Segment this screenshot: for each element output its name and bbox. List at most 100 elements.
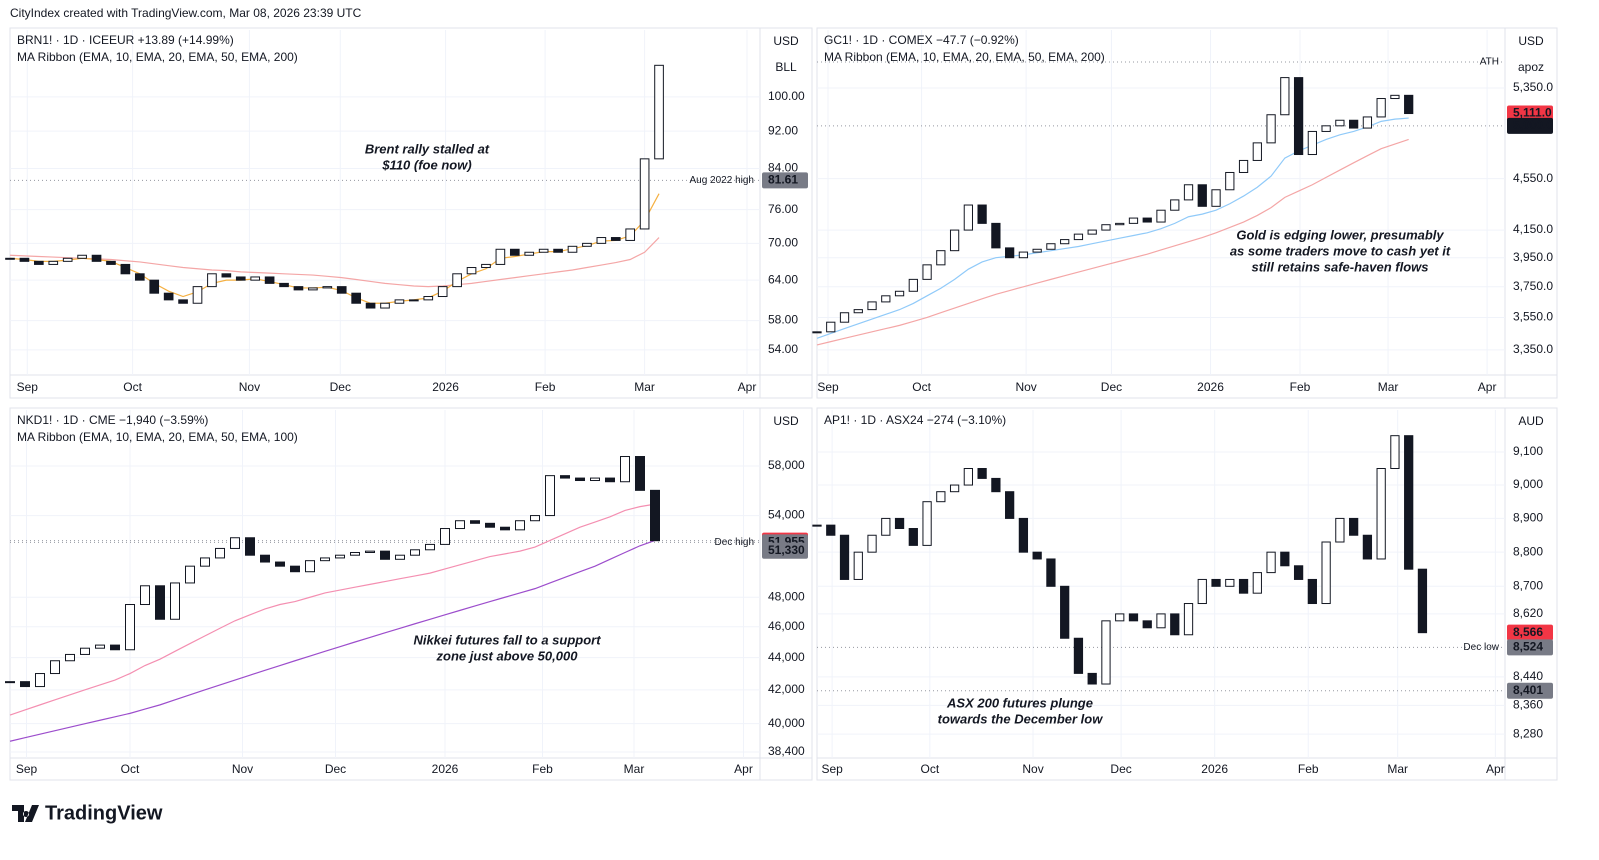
level-label: Dec high bbox=[715, 537, 754, 548]
x-tick-label: Nov bbox=[239, 380, 260, 394]
candle bbox=[1335, 517, 1345, 543]
candle bbox=[1307, 578, 1317, 605]
x-tick-label: 2026 bbox=[432, 380, 459, 394]
candle bbox=[1046, 558, 1056, 587]
x-tick-label: Nov bbox=[1015, 380, 1036, 394]
unit-label: AUD bbox=[1518, 414, 1544, 428]
chart-subtitle: MA Ribbon (EMA, 10, EMA, 20, EMA, 50, EM… bbox=[17, 430, 298, 444]
candle bbox=[207, 273, 217, 288]
candle bbox=[134, 273, 145, 281]
y-tick-label: 9,100 bbox=[1513, 444, 1543, 458]
chart-panel: Sep Oct Nov Dec 2026 Feb Mar Apr 8,280 8,360 8,440… bbox=[812, 407, 1558, 781]
candle bbox=[1238, 159, 1249, 173]
candle bbox=[530, 515, 540, 522]
x-tick-label: Apr bbox=[1486, 762, 1505, 776]
annotation: Nikkei futures fall to a support bbox=[413, 632, 601, 647]
y-tick-label: 70.00 bbox=[768, 236, 798, 250]
unit-label: USD bbox=[773, 34, 799, 48]
unit-label: USD bbox=[773, 414, 799, 428]
candle bbox=[250, 276, 261, 281]
candle bbox=[200, 557, 210, 567]
x-tick-label: 2026 bbox=[1197, 380, 1224, 394]
candle bbox=[155, 585, 165, 620]
price-label: 8,524 bbox=[1513, 640, 1543, 654]
x-tick-label: Sep bbox=[817, 380, 839, 394]
candle bbox=[290, 565, 300, 573]
x-tick-label: Nov bbox=[232, 762, 253, 776]
candle bbox=[881, 517, 891, 536]
candle bbox=[20, 681, 30, 688]
candle bbox=[140, 585, 150, 606]
brand: TradingView bbox=[45, 802, 163, 824]
y-tick-label: 8,700 bbox=[1513, 578, 1543, 592]
candle bbox=[881, 295, 891, 303]
candle bbox=[485, 522, 495, 528]
candle bbox=[1293, 77, 1304, 156]
candle bbox=[949, 484, 960, 493]
chart-title: NKD1! · 1D · CME −1,940 (−3.59%) bbox=[17, 413, 208, 427]
y-tick-label: 8,280 bbox=[1513, 726, 1543, 740]
annotation: ASX 200 futures plunge bbox=[946, 695, 1093, 710]
y-tick-label: 92.00 bbox=[768, 123, 798, 137]
price-label-box bbox=[1507, 624, 1553, 641]
chart-title: GC1! · 1D · COMEX −47.7 (−0.92%) bbox=[824, 33, 1019, 47]
x-tick-label: Dec bbox=[330, 380, 351, 394]
candle bbox=[163, 292, 174, 301]
candle bbox=[1404, 435, 1414, 570]
candle bbox=[1238, 578, 1249, 594]
candle bbox=[308, 287, 318, 291]
candle bbox=[1115, 613, 1125, 622]
candle bbox=[1404, 94, 1414, 115]
candle bbox=[605, 477, 615, 483]
candle bbox=[380, 302, 390, 309]
y-tick-label: 54,000 bbox=[768, 508, 805, 522]
candle bbox=[575, 477, 585, 482]
candle bbox=[455, 520, 465, 530]
candle bbox=[440, 528, 450, 545]
candle bbox=[977, 468, 987, 479]
candle bbox=[260, 554, 270, 563]
candle bbox=[908, 528, 918, 546]
candle bbox=[1032, 551, 1042, 560]
price-label: 8,566 bbox=[1513, 625, 1543, 639]
candle bbox=[1087, 229, 1097, 235]
level-label: Aug 2022 high bbox=[689, 175, 754, 186]
candle bbox=[1390, 94, 1400, 100]
candle bbox=[1156, 209, 1166, 223]
candle bbox=[215, 547, 225, 559]
y-tick-label: 38,400 bbox=[768, 744, 805, 758]
candle bbox=[245, 537, 255, 556]
candle bbox=[1307, 130, 1317, 156]
x-tick-label: Sep bbox=[821, 762, 843, 776]
candle bbox=[1349, 517, 1359, 536]
candle bbox=[596, 237, 607, 244]
candle bbox=[553, 248, 563, 253]
candle bbox=[635, 456, 645, 491]
candle bbox=[466, 267, 477, 275]
candle bbox=[524, 251, 535, 256]
candle bbox=[1266, 551, 1276, 574]
candle bbox=[545, 475, 555, 517]
unit-label: apoz bbox=[1518, 60, 1544, 74]
candle bbox=[826, 524, 836, 536]
candle bbox=[1060, 239, 1070, 245]
candle bbox=[515, 520, 525, 531]
y-tick-label: 76.00 bbox=[768, 202, 798, 216]
panel-frame bbox=[9, 27, 813, 399]
candle bbox=[1349, 119, 1359, 129]
candle bbox=[1252, 572, 1262, 594]
candle bbox=[1101, 224, 1111, 231]
y-tick-label: 48,000 bbox=[768, 589, 805, 603]
x-tick-label: Mar bbox=[1378, 380, 1399, 394]
candle bbox=[1376, 468, 1386, 560]
candle bbox=[1060, 585, 1070, 639]
candle bbox=[1128, 217, 1139, 224]
candle bbox=[1142, 217, 1152, 223]
candle bbox=[1005, 247, 1015, 259]
annotation: Gold is edging lower, presumably bbox=[1236, 227, 1444, 242]
x-tick-label: Apr bbox=[738, 380, 757, 394]
x-tick-label: Feb bbox=[535, 380, 556, 394]
candle bbox=[95, 644, 105, 649]
y-tick-label: 8,360 bbox=[1513, 698, 1543, 712]
